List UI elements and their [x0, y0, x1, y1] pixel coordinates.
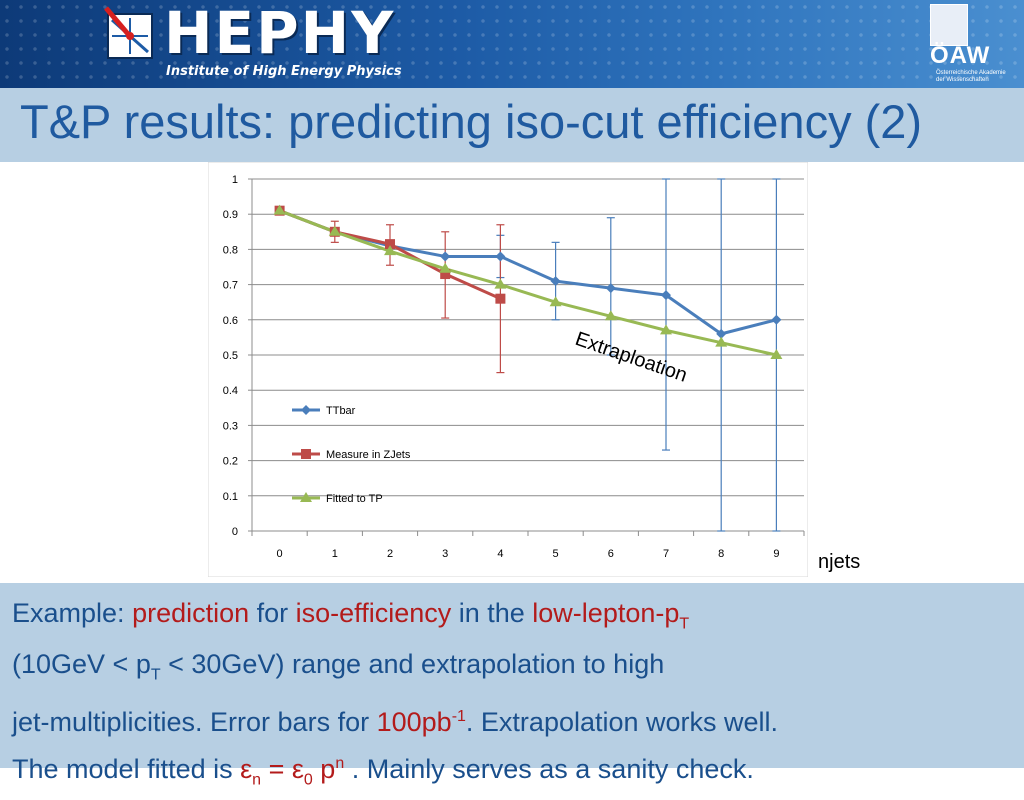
xtick-label-5: 5: [553, 548, 559, 560]
caption-formula-sub-0: 0: [303, 771, 313, 789]
chart-background: [207, 161, 809, 578]
ytick-label-0: 0: [232, 526, 238, 538]
fitted-point-0: [273, 204, 286, 215]
legend-label-fitted: Fitted to TP: [326, 493, 383, 505]
caption-text-3c: . Extrapolation works well.: [465, 706, 779, 737]
fitted-point-2: [384, 245, 396, 256]
caption-subscript-t2: T: [150, 666, 161, 684]
xtick-label-1: 1: [332, 548, 338, 560]
caption-text-2a: (10GeV < p: [12, 649, 151, 680]
legend-label-zjets: Measure in ZJets: [326, 449, 411, 461]
chart-container: 0 0.1 0.2 0.3 0.4 0.5 0.6 0.7 0.8 0.9 1 0 1 2 3 4 5 6 7 8 9 …: [207, 161, 809, 578]
fitted-point-6: [604, 310, 617, 321]
ytick-label-9: 0.9: [223, 209, 238, 221]
fitted-point-8: [715, 336, 728, 347]
ytick-label-2: 0.2: [223, 456, 238, 468]
caption-superscript-minus1: -1: [451, 707, 466, 725]
caption-text-1e: in the: [451, 598, 533, 628]
legend-label-ttbar: TTbar: [326, 405, 356, 417]
caption-formula-eq: = ε: [261, 753, 304, 784]
xtick-label-2: 2: [387, 548, 393, 560]
caption-formula-p: p: [312, 753, 336, 784]
ytick-label-10: 1: [232, 174, 238, 186]
title-bar: T&P results: predicting iso-cut efficien…: [0, 88, 1024, 162]
hephy-logo-icon: [104, 6, 153, 59]
ttbar-point-3: [440, 251, 451, 262]
caption-box: Example: prediction for iso-efficiency i…: [0, 583, 1024, 788]
efficiency-chart: 00.10.20.30.40.50.60.70.80.910 1 2 3 4 5 6 7 8 9 …: [207, 161, 809, 578]
legend-marker-fitted: [300, 492, 312, 502]
ttbar-point-6: [605, 283, 616, 294]
caption-text-4b: . Mainly serves as a sanity check.: [344, 753, 754, 784]
oaw-subtitle-line2: der Wissenschaften: [936, 77, 989, 83]
ytick-label-1: 0.1: [223, 491, 238, 503]
ttbar-point-8: [716, 328, 727, 339]
caption-formula-epsilon: ε: [240, 753, 253, 784]
xtick-label-3: 3: [442, 548, 448, 560]
header-banner: HEPHY Institute of High Energy Physics Ö…: [0, 0, 1024, 88]
oaw-logo-text: ÖAW: [930, 42, 991, 69]
fitted-point-1: [328, 225, 341, 236]
fitted-point-9: [770, 349, 783, 359]
caption-line-4: The model fitted is εn = ε0 pn . Mainly …: [12, 743, 1012, 800]
xtick-label-8: 8: [718, 548, 724, 560]
legend-marker-zjets: [301, 449, 311, 459]
oaw-subtitle-line1: Österreichische Akademie: [936, 70, 1006, 76]
banner-pattern: [0, 0, 1024, 88]
zjets-point-4: [495, 293, 506, 304]
caption-line-1: Example: prediction for iso-efficiency i…: [12, 593, 1012, 644]
caption-text-1a: Example:: [12, 598, 133, 628]
xtick-label-7: 7: [663, 548, 669, 560]
caption-highlight-iso-efficiency: iso-efficiency: [295, 598, 452, 628]
caption-highlight-100pb: 100pb: [376, 706, 452, 737]
caption-line-3: jet-multiplicities. Error bars for 100pb…: [12, 696, 1012, 743]
caption-line-2: (10GeV < pT < 30GeV) range and extrapola…: [12, 644, 1012, 695]
xtick-label-0: 0: [277, 548, 283, 560]
caption-text-2b: < 30GeV) range and extrapolation to high: [160, 649, 665, 680]
ytick-label-8: 0.8: [223, 244, 238, 256]
hephy-logo-text: HEPHY: [164, 0, 396, 67]
ytick-label-3: 0.3: [223, 420, 238, 432]
caption-subscript-t1: T: [679, 615, 690, 633]
zjets-point-3: [440, 269, 451, 280]
xaxis-note: njets: [818, 551, 861, 573]
fitted-point-5: [549, 296, 562, 307]
ttbar-point-4: [495, 251, 506, 262]
ytick-label-7: 0.7: [223, 280, 238, 292]
ttbar-point-9: [771, 314, 782, 325]
fitted-point-3: [439, 262, 452, 273]
oaw-logo: ÖAW Österreichische Akademie der Wissens…: [926, 4, 1020, 84]
ytick-label-5: 0.5: [223, 350, 238, 362]
zjets-point-2: [385, 239, 395, 250]
caption-text-3a: jet-multiplicities. Error bars for: [12, 706, 377, 737]
ttbar-point-5: [550, 276, 561, 287]
legend-marker-ttbar: [301, 405, 311, 415]
fitted-point-7: [660, 324, 672, 335]
caption-highlight-low-lepton: low-lepton-p: [532, 598, 680, 628]
caption-text: Example: prediction for iso-efficiency i…: [12, 593, 1012, 800]
hephy-logo-subtitle: Institute of High Energy Physics: [166, 64, 402, 79]
xtick-label-4: 4: [497, 548, 503, 560]
caption-text-1c: for: [249, 598, 296, 628]
caption-highlight-prediction: prediction: [132, 598, 250, 628]
ytick-label-4: 0.4: [223, 385, 238, 397]
xtick-label-6: 6: [608, 548, 614, 560]
slide-title: T&P results: predicting iso-cut efficien…: [20, 95, 923, 148]
fitted-series-line: [279, 209, 777, 357]
ttbar-point-7: [661, 290, 671, 301]
caption-text-4a: The model fitted is: [12, 753, 241, 784]
ytick-label-6: 0.6: [223, 315, 238, 327]
oaw-emblem-icon: [930, 4, 968, 46]
xtick-label-9: 9: [773, 548, 779, 560]
caption-formula-sub-n: n: [252, 771, 262, 789]
fitted-point-4: [494, 278, 507, 289]
oaw-logo-subtitle: Österreichische Akademie der Wissenschaf…: [936, 70, 1020, 84]
caption-formula-sup-n: n: [335, 754, 345, 772]
